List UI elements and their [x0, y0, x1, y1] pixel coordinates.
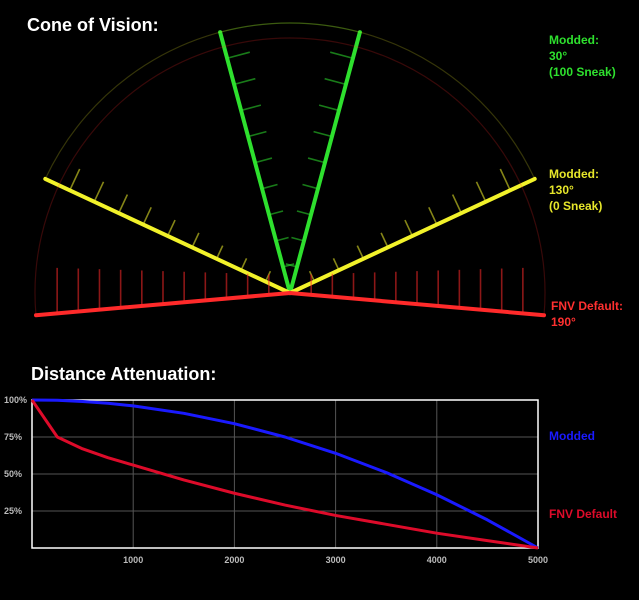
cone-of-vision-title: Cone of Vision: [27, 15, 159, 35]
cone-tick [499, 168, 511, 191]
y-tick-label: 50% [4, 469, 22, 479]
x-tick-label: 5000 [528, 555, 548, 565]
cone-edge-right [288, 30, 362, 295]
cone-tick [233, 77, 256, 86]
series-line-fnv-default [30, 399, 539, 550]
legend-modded-130-angle: 130° [549, 183, 574, 197]
cone-tick [318, 104, 340, 112]
x-tick-label: 4000 [427, 555, 447, 565]
cone-tick [296, 210, 312, 216]
distance-attenuation-chart: 100% 75% 50% 25% 1000 2000 3000 4000 5000 Modded F… [4, 395, 617, 565]
distance-attenuation-title: Distance Attenuation: [31, 364, 217, 384]
cone-fnv-default-190 [33, 37, 547, 318]
x-tick-label: 1000 [123, 555, 143, 565]
y-tick-label: 100% [4, 395, 27, 405]
legend-modded-130: Modded: 130° (0 Sneak) [549, 166, 602, 214]
cone-tick [69, 168, 81, 191]
cone-tick [254, 157, 273, 164]
cone-tick [240, 104, 262, 112]
cone-tick [380, 232, 389, 248]
y-tick-label: 25% [4, 506, 22, 516]
series-line-modded [31, 398, 539, 550]
legend-fnv-default-190: FNV Default: 190° [551, 298, 623, 330]
legend-fnv-default-angle: 190° [551, 315, 576, 329]
cone-tick [428, 206, 438, 225]
cone-tick [329, 51, 354, 60]
cone-tick [247, 130, 267, 138]
legend-fnv-default-line: FNV Default: [551, 299, 623, 313]
legend-modded-30: Modded: 30° (100 Sneak) [549, 32, 616, 80]
cone-modded-30 [218, 22, 362, 295]
legend-modded-130-line: Modded: [549, 167, 599, 181]
cone-tick [332, 258, 340, 271]
cone-tick [268, 210, 284, 216]
chart-grid [32, 400, 538, 548]
cone-tick [404, 219, 414, 237]
plot-frame [31, 399, 539, 549]
cone-edge-left [33, 291, 292, 318]
cone-tick [215, 245, 224, 260]
legend-modded-30-angle: 30° [549, 49, 568, 63]
y-tick-label: 75% [4, 432, 22, 442]
legend-modded: Modded [549, 429, 595, 443]
cone-modded-130 [43, 22, 537, 295]
legend-modded-130-sneak: (0 Sneak) [549, 199, 603, 213]
cone-tick [166, 219, 176, 237]
cone-tick [451, 194, 463, 214]
legend-modded-30-sneak: (100 Sneak) [549, 65, 616, 79]
cone-tick [142, 206, 152, 225]
cone-edge-left [43, 176, 292, 295]
cone-tick [324, 77, 347, 86]
cone-tick [302, 183, 319, 190]
cone-tick [226, 51, 251, 60]
cone-edge-left [218, 30, 292, 295]
cone-tick [93, 181, 105, 203]
x-tick-label: 2000 [224, 555, 244, 565]
cone-of-vision-diagram [33, 22, 547, 318]
legend-fnv-default: FNV Default [549, 507, 617, 521]
cone-tick [275, 236, 289, 242]
x-tick-label: 3000 [326, 555, 346, 565]
cone-arc [34, 37, 546, 316]
cone-tick [240, 258, 248, 271]
cone-edge-right [288, 176, 537, 295]
cone-tick [475, 181, 487, 203]
legend-modded-30-line: Modded: [549, 33, 599, 47]
cone-arc [219, 22, 361, 33]
cone-tick [356, 245, 365, 260]
cone-arc [44, 22, 536, 180]
cone-tick [313, 130, 333, 138]
cone-tick [191, 232, 200, 248]
cone-tick [291, 236, 305, 242]
cone-tick [117, 194, 129, 214]
cone-tick [307, 157, 326, 164]
cone-tick [261, 183, 278, 190]
cone-edge-right [288, 291, 547, 318]
